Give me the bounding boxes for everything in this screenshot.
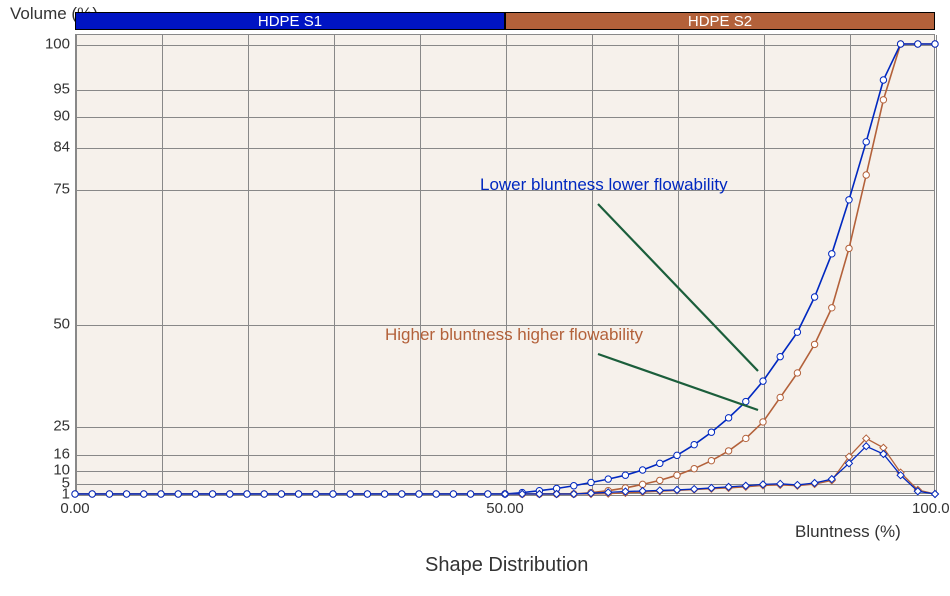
annotation-higher: Higher bluntness higher flowability <box>385 325 643 345</box>
annotation-lower: Lower bluntness lower flowability <box>480 175 728 195</box>
gridline-h <box>76 471 934 472</box>
gridline-h <box>76 117 934 118</box>
gridline-v <box>420 35 421 493</box>
chart-container: Volume (%) HDPE S1 HDPE S2 Lower bluntne… <box>0 0 950 596</box>
ytick-label: 50 <box>53 316 70 333</box>
gridline-v <box>764 35 765 493</box>
chart-title: Shape Distribution <box>425 554 588 577</box>
gridline-v <box>936 35 937 493</box>
header-right: HDPE S2 <box>505 12 935 30</box>
gridline-h <box>76 455 934 456</box>
header-right-label: HDPE S2 <box>688 13 752 30</box>
gridline-h <box>76 90 934 91</box>
gridline-v <box>506 35 507 493</box>
ytick-label: 16 <box>53 446 70 463</box>
gridline-h <box>76 495 934 496</box>
gridline-h <box>76 484 934 485</box>
gridline-v <box>678 35 679 493</box>
gridline-h <box>76 45 934 46</box>
xtick-label: 100.00 <box>912 500 950 517</box>
gridline-v <box>76 35 77 493</box>
gridline-v <box>850 35 851 493</box>
xtick-label: 0.00 <box>60 500 89 517</box>
ytick-label: 75 <box>53 181 70 198</box>
plot-area <box>75 34 935 494</box>
gridline-v <box>592 35 593 493</box>
ytick-label: 84 <box>53 139 70 156</box>
ytick-label: 90 <box>53 108 70 125</box>
ytick-label: 95 <box>53 81 70 98</box>
gridline-v <box>162 35 163 493</box>
header-left: HDPE S1 <box>75 12 505 30</box>
gridline-h <box>76 427 934 428</box>
x-axis-title: Bluntness (%) <box>795 522 901 542</box>
gridline-v <box>248 35 249 493</box>
ytick-label: 25 <box>53 418 70 435</box>
header-left-label: HDPE S1 <box>258 13 322 30</box>
gridline-v <box>334 35 335 493</box>
ytick-label: 100 <box>45 36 70 53</box>
xtick-label: 50.00 <box>486 500 524 517</box>
ytick-label: 10 <box>53 462 70 479</box>
gridline-h <box>76 148 934 149</box>
